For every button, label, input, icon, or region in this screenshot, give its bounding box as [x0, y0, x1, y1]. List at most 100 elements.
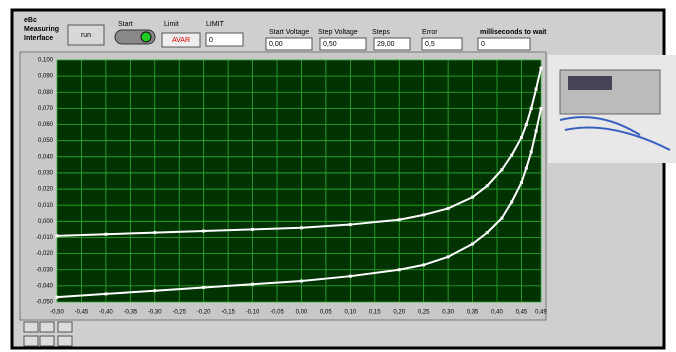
point — [500, 217, 503, 220]
page: eBc Measuring Interface run Start Limit … — [0, 0, 676, 352]
point — [398, 268, 401, 271]
y-tick-label: -0,050 — [36, 300, 54, 306]
x-tick-label: -0,45 — [75, 310, 89, 316]
y-tick-label: 0,060 — [38, 122, 54, 128]
x-tick-label: 0,45 — [516, 310, 528, 316]
start-label: Start — [118, 21, 133, 28]
point — [471, 242, 474, 245]
point — [525, 167, 528, 170]
tool[interactable] — [58, 336, 72, 346]
x-tick-label: -0,50 — [50, 310, 64, 316]
switch-led — [141, 32, 151, 42]
point — [349, 275, 352, 278]
x-tick-label: -0,25 — [172, 310, 186, 316]
point — [540, 107, 543, 110]
point — [422, 263, 425, 266]
x-tick-label: 0,20 — [393, 310, 405, 316]
point — [520, 136, 523, 139]
x-tick-label: 0,40 — [491, 310, 503, 316]
wait-label: milliseconds to wait — [480, 29, 547, 36]
y-tick-label: -0,010 — [36, 235, 54, 241]
point — [300, 280, 303, 283]
point — [251, 283, 254, 286]
point — [153, 231, 156, 234]
point — [251, 228, 254, 231]
point — [525, 123, 528, 126]
steps-label: Steps — [372, 29, 390, 36]
point — [530, 150, 533, 153]
limit2-value: 0 — [209, 37, 213, 44]
point — [535, 88, 538, 91]
point — [300, 226, 303, 229]
wait: 0 — [481, 41, 485, 48]
point — [104, 233, 107, 236]
photo — [548, 55, 676, 163]
limit-label: Limit — [164, 21, 179, 28]
y-tick-label: 0,030 — [38, 171, 54, 177]
point — [520, 181, 523, 184]
point — [56, 234, 59, 237]
point — [530, 107, 533, 110]
x-tick-label: -0,40 — [99, 310, 113, 316]
point — [510, 154, 513, 157]
x-tick-label: 0,10 — [344, 310, 356, 316]
y-tick-label: 0,010 — [38, 203, 54, 209]
point — [486, 231, 489, 234]
point — [471, 196, 474, 199]
point — [510, 200, 513, 203]
y-tick-label: -0,030 — [36, 267, 54, 273]
point — [447, 207, 450, 210]
x-tick-label: -0,10 — [246, 310, 260, 316]
point — [447, 255, 450, 258]
y-tick-label: 0,000 — [38, 219, 54, 225]
point — [104, 292, 107, 295]
title-line: eBc — [24, 17, 37, 24]
x-tick-label: -0,05 — [270, 310, 284, 316]
limit-state: AVAR — [172, 37, 190, 44]
y-tick-label: -0,020 — [36, 251, 54, 257]
meter-display — [568, 76, 612, 90]
step-voltage-label: Step Voltage — [318, 29, 358, 36]
tool[interactable] — [24, 322, 38, 332]
point — [486, 184, 489, 187]
x-tick-label: -0,15 — [221, 310, 235, 316]
title-line: Measuring — [24, 26, 59, 33]
run-label: run — [81, 32, 91, 39]
y-tick-label: 0,020 — [38, 187, 54, 193]
y-tick-label: 0,050 — [38, 138, 54, 144]
point — [398, 218, 401, 221]
tool[interactable] — [58, 322, 72, 332]
wait-input[interactable] — [478, 38, 530, 50]
point — [153, 289, 156, 292]
x-tick-label: 0,00 — [296, 310, 308, 316]
error-label: Error — [422, 29, 438, 36]
point — [56, 296, 59, 299]
x-tick-label: 0,30 — [442, 310, 454, 316]
x-tick-label: -0,35 — [123, 310, 137, 316]
limit2-label: LIMIT — [206, 21, 225, 28]
y-tick-label: 0,070 — [38, 106, 54, 112]
x-tick-label: 0,15 — [369, 310, 381, 316]
point — [202, 286, 205, 289]
x-tick-label: -0,30 — [148, 310, 162, 316]
tool[interactable] — [40, 322, 54, 332]
x-tick-label: 0,25 — [418, 310, 430, 316]
point — [202, 230, 205, 233]
tool[interactable] — [24, 336, 38, 346]
steps: 29,00 — [377, 41, 395, 48]
point — [422, 213, 425, 216]
y-tick-label: 0,040 — [38, 154, 54, 160]
tool[interactable] — [40, 336, 54, 346]
x-tick-label: 0,05 — [320, 310, 332, 316]
front-panel: eBc Measuring Interface run Start Limit … — [0, 0, 676, 352]
point — [540, 67, 543, 70]
y-tick-label: 0,080 — [38, 90, 54, 96]
start-voltage: 0,00 — [269, 41, 283, 48]
x-tick-label: -0,20 — [197, 310, 211, 316]
plot-area — [57, 60, 541, 302]
y-tick-label: -0,040 — [36, 283, 54, 289]
step-voltage: 0,50 — [323, 41, 337, 48]
y-tick-label: 0,100 — [38, 58, 54, 64]
title-line: Interface — [24, 35, 53, 42]
point — [500, 168, 503, 171]
